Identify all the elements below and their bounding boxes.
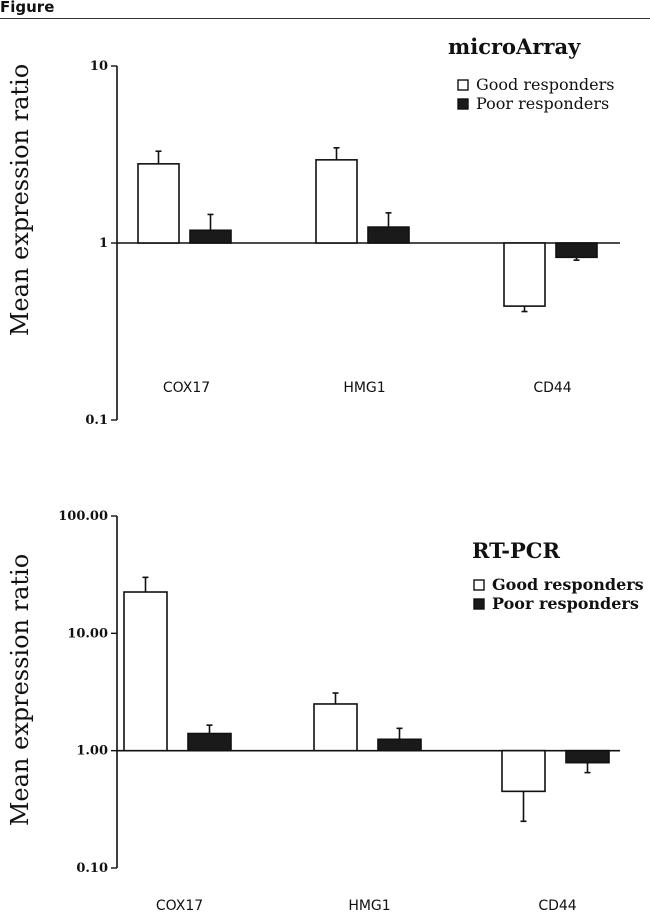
chart-0-legend-label-poor: Poor responders [476, 94, 609, 113]
chart-0-category-label-cox17: COX17 [163, 380, 210, 396]
header-divider [0, 18, 650, 19]
chart-1-bar-good-cox17 [123, 591, 168, 752]
chart-0-legend-swatch-poor [457, 98, 469, 110]
chart-1-legend-label-poor: Poor responders [492, 594, 639, 613]
figure-label: Figure [0, 0, 55, 16]
chart-1-category-label-cd44: CD44 [538, 898, 576, 914]
chart-1-category-label-hmg1: HMG1 [348, 898, 390, 914]
chart-0-bar-good-cd44 [503, 242, 546, 307]
microarray-chart: 10 1 0.1 Mean expression ratio COX17 HMG1 CD44… [6, 34, 620, 428]
chart-0-legend-swatch-good [457, 79, 469, 91]
chart-0-legend-label-good: Good responders [476, 75, 614, 94]
chart-0-y-tick-label: 10 [90, 59, 108, 74]
chart-1-y-tick-label: 0.10 [76, 861, 108, 876]
chart-1-y-tick-label: 10.00 [67, 626, 108, 641]
chart-1-legend-swatch-good [473, 579, 485, 591]
chart-1-legend-swatch-poor [473, 598, 485, 610]
chart-1-chart-title: RT-PCR [472, 538, 560, 563]
chart-1-bar-poor-hmg1 [377, 738, 422, 752]
chart-1-bar-good-hmg1 [313, 703, 358, 752]
chart-0-category-label-cd44: CD44 [533, 380, 571, 396]
chart-1-bar-poor-cox17 [187, 732, 232, 752]
chart-1-y-tick-label: 1.00 [76, 744, 108, 759]
chart-0-y-tick-label: 0.1 [85, 413, 108, 428]
chart-0-y-tick-label: 1 [99, 236, 108, 251]
chart-1-y-tick-label: 100.00 [58, 509, 108, 524]
chart-1-category-label-cox17: COX17 [156, 898, 203, 914]
chart-1-legend-label-good: Good responders [492, 575, 644, 594]
chart-0-chart-title: microArray [448, 34, 581, 59]
chart-0-y-axis-label: Mean expression ratio [6, 64, 34, 336]
chart-1-bar-poor-cd44 [565, 749, 610, 764]
chart-0-category-label-hmg1: HMG1 [343, 380, 385, 396]
chart-1-y-axis-label: Mean expression ratio [6, 554, 34, 826]
chart-1-bar-good-cd44 [501, 749, 546, 793]
